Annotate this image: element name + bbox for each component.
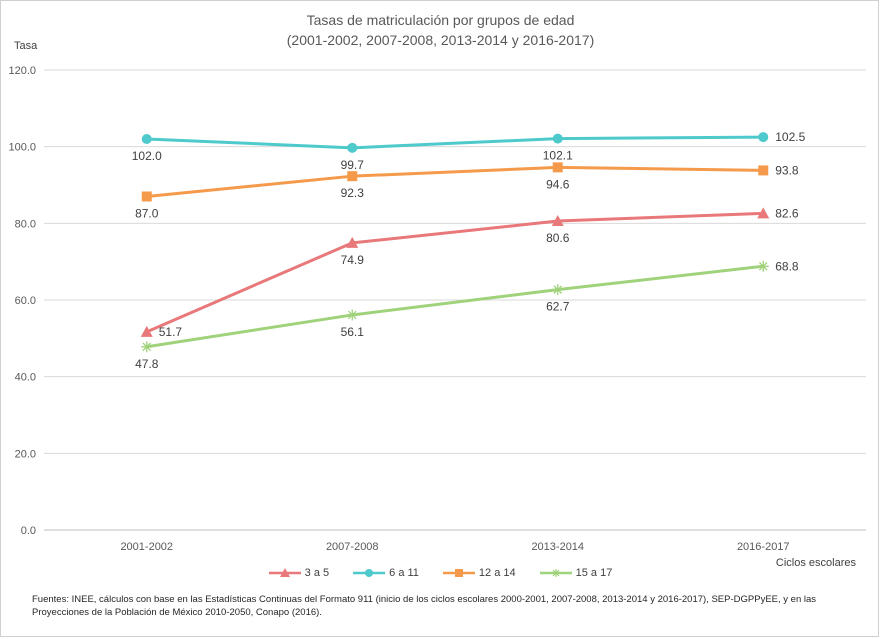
legend-label: 3 a 5: [304, 567, 330, 579]
legend-item: 3 a 5: [268, 567, 330, 579]
y-tick-label: 0.0: [21, 525, 36, 537]
data-label: 62.7: [546, 300, 570, 314]
data-label: 99.7: [341, 158, 365, 172]
y-axis-label: Tasa: [14, 40, 38, 52]
source-footnote: Fuentes: INEE, cálculos con base en las …: [32, 594, 817, 618]
data-label: 68.8: [775, 259, 799, 273]
data-label: 102.5: [775, 130, 805, 144]
y-tick-label: 20.0: [15, 448, 36, 460]
legend-item: 6 a 11: [353, 567, 419, 579]
data-point: [140, 325, 153, 337]
data-label: 51.7: [159, 325, 183, 339]
legend-label: 12 a 14: [478, 567, 516, 579]
data-point: [757, 260, 769, 272]
y-tick-label: 120.0: [8, 65, 36, 77]
series-line: [146, 264, 764, 349]
x-axis-label: Ciclos escolares: [775, 557, 856, 569]
data-point: [347, 171, 358, 182]
legend: 3 a 5 6 a 11 12 a 14 15 a 17: [0, 567, 881, 579]
x-tick-label: 2001-2002: [120, 541, 173, 553]
legend-swatch: [539, 569, 572, 577]
data-label: 82.6: [775, 206, 799, 220]
data-label: 47.8: [135, 357, 159, 371]
y-tick-label: 80.0: [15, 218, 36, 230]
data-label: 102.0: [132, 149, 162, 163]
data-point: [758, 165, 769, 176]
legend-swatch: [268, 568, 301, 577]
series-line: [146, 165, 764, 198]
data-label: 56.1: [341, 325, 365, 339]
x-tick-label: 2007-2008: [326, 541, 379, 553]
y-tick-label: 40.0: [15, 372, 36, 384]
data-point: [552, 162, 563, 173]
data-point: [758, 132, 769, 143]
data-point: [346, 236, 359, 248]
y-tick-label: 60.0: [15, 295, 36, 307]
legend-item: 12 a 14: [442, 567, 516, 579]
data-label: 74.9: [341, 253, 365, 267]
data-point: [141, 341, 153, 353]
legend-swatch: [353, 569, 386, 577]
series-line: [146, 211, 764, 334]
data-point: [141, 134, 152, 144]
data-label: 94.6: [546, 177, 570, 191]
data-point: [347, 142, 358, 153]
legend-item: 15 a 17: [539, 567, 613, 579]
data-point: [757, 207, 770, 219]
data-point: [141, 191, 152, 202]
data-label: 93.8: [775, 163, 799, 177]
data-point: [346, 309, 358, 321]
legend-label: 15 a 17: [575, 567, 613, 579]
chart-subtitle: (2001-2002, 2007-2008, 2013-2014 y 2016-…: [286, 32, 595, 48]
data-point: [552, 284, 564, 296]
data-label: 102.1: [543, 149, 573, 163]
legend-label: 6 a 11: [389, 567, 419, 579]
series-line: [146, 135, 764, 150]
data-label: 80.6: [546, 231, 570, 245]
y-tick-label: 100.0: [8, 142, 36, 154]
legend-swatch: [442, 569, 475, 577]
data-point: [552, 133, 563, 144]
data-label: 87.0: [135, 207, 159, 221]
data-point: [551, 215, 564, 227]
data-label: 92.3: [341, 186, 365, 200]
x-tick-label: 2013-2014: [531, 541, 584, 553]
x-tick-label: 2016-2017: [737, 541, 790, 553]
chart-title: Tasas de matriculación por grupos de eda…: [306, 12, 575, 28]
